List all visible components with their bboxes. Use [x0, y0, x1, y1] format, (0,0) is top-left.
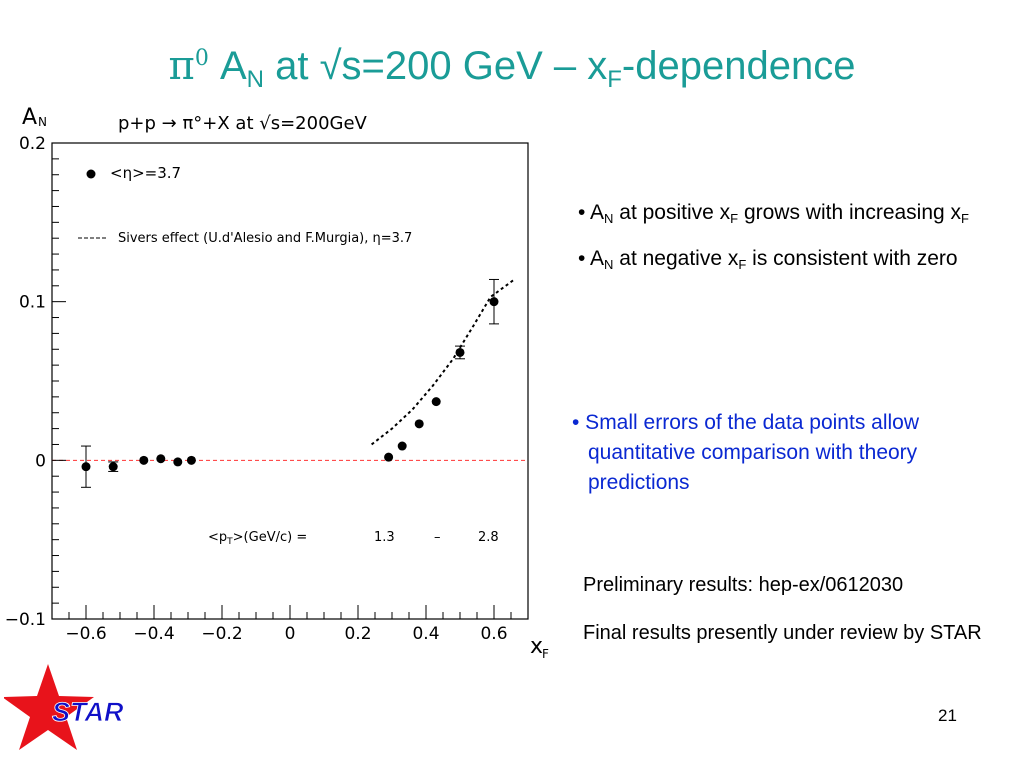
title-mid: at √s=200 GeV – x	[263, 44, 608, 88]
data-point	[139, 455, 149, 465]
bullet-small-errors: • Small errors of the data points allow …	[572, 411, 920, 494]
sivers-theory-curve	[370, 278, 515, 446]
data-point	[455, 347, 465, 357]
title-pi-superscript: 0	[194, 46, 209, 71]
star-logo-shape	[4, 664, 94, 750]
pt-label-sub: T	[226, 537, 233, 547]
title-suffix: -dependence	[621, 44, 856, 88]
bullet-list: • AN at positive xF grows with increasin…	[578, 198, 998, 290]
star-logo: STAR	[4, 664, 124, 750]
data-point	[384, 452, 394, 462]
pt-label-start: <p	[208, 530, 227, 545]
note-final-review: Final results presently under review by …	[583, 622, 982, 644]
y-tick-label: 0.2	[19, 134, 46, 154]
data-point	[108, 462, 118, 472]
x-axis-label: x	[530, 634, 543, 659]
x-tick-label: −0.2	[201, 624, 242, 644]
pt-dash: –	[434, 530, 441, 545]
asymmetry-chart: −0.6 −0.4 −0.2 0 0.2 0.4 0.6−0.100.10.2 A N x …	[5, 105, 549, 661]
chart-title: p+p → π°+X at √s=200GeV	[118, 113, 368, 134]
title-sub-f: F	[607, 66, 622, 93]
data-point	[81, 462, 91, 472]
data-point	[156, 454, 166, 464]
bullet-negative-xf: • AN at negative xF is consistent with z…	[578, 247, 958, 272]
x-tick-label: 0.4	[412, 624, 439, 644]
y-axis-label-sub: N	[38, 115, 47, 129]
data-point	[173, 457, 183, 467]
theory-legend-label: Sivers effect (U.d'Alesio and F.Murgia),…	[118, 231, 412, 246]
pt-annotation-label: <pT>(GeV/c) =	[208, 530, 307, 547]
legend-marker	[86, 169, 96, 179]
pt-high: 2.8	[478, 530, 499, 545]
y-tick-label: 0	[35, 451, 46, 471]
x-tick-label: 0.6	[480, 624, 507, 644]
data-point	[489, 297, 499, 307]
pt-low: 1.3	[374, 530, 395, 545]
y-tick-label: −0.1	[5, 610, 46, 630]
data-point	[431, 397, 441, 407]
note-preliminary: Preliminary results: hep-ex/0612030	[583, 574, 904, 596]
x-tick-label: 0	[285, 624, 296, 644]
x-tick-label: −0.4	[133, 624, 174, 644]
y-axis-label: A	[22, 105, 37, 130]
slide-title: π0 AN at √s=200 GeV – xF-dependence	[0, 42, 1024, 93]
data-point	[397, 441, 407, 451]
x-tick-label: −0.6	[65, 624, 106, 644]
data-point	[186, 455, 196, 465]
star-logo-text: STAR	[52, 697, 124, 727]
page-number: 21	[938, 706, 957, 725]
data-point	[414, 419, 424, 429]
x-axis-label-sub: F	[542, 647, 549, 661]
pt-label-rest: >(GeV/c) =	[233, 530, 308, 545]
bullet-positive-xf: • AN at positive xF grows with increasin…	[578, 201, 969, 226]
plot-layer: −0.6 −0.4 −0.2 0 0.2 0.4 0.6 −0.1 0 0.1 0.2	[5, 134, 529, 644]
title-pi: π	[168, 43, 195, 89]
title-sub-n: N	[246, 66, 264, 93]
y-tick-label: 0.1	[19, 293, 46, 313]
plot-frame	[51, 142, 529, 620]
x-tick-label: 0.2	[344, 624, 371, 644]
legend-label: <η>=3.7	[110, 164, 181, 182]
title-a: A	[219, 44, 247, 88]
